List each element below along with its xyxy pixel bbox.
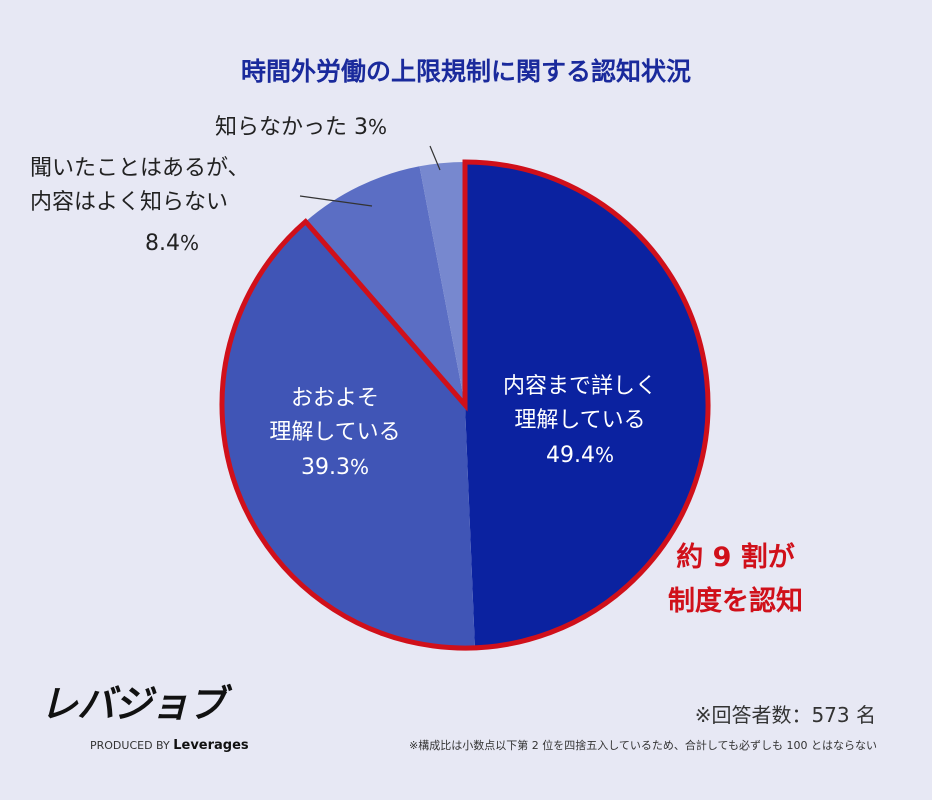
slice-label-0: 内容まで詳しく 理解している 49.4% — [475, 370, 685, 472]
pie-slice-2 — [305, 166, 465, 405]
callout-line: 約 9 割が — [676, 542, 795, 573]
label-line: 内容はよく知らない — [30, 190, 229, 215]
logo: レバジョブ — [40, 682, 226, 726]
respondents: ※回答者数：573 名 — [694, 703, 876, 727]
slice-value-1: 39.3 — [301, 455, 350, 480]
label-line: 内容まで詳しく — [502, 374, 657, 399]
slice-value-3: 3 — [354, 115, 369, 140]
pie-slice-3 — [419, 162, 465, 405]
label-line: 聞いたことはあるが、 — [30, 156, 250, 181]
footnote: ※構成比は小数点以下第 2 位を四捨五入しているため、合計しても必ずしも 100… — [409, 739, 877, 752]
produced-by: PRODUCED BY Leverages — [90, 738, 249, 754]
highlight-callout: 約 9 割が 制度を認知 — [668, 536, 803, 624]
pie-slice-0 — [465, 162, 708, 648]
leader-line-3 — [429, 145, 441, 171]
label-line: 理解している — [269, 420, 401, 445]
callout-line: 制度を認知 — [668, 586, 803, 617]
brand-name: Leverages — [173, 738, 249, 753]
produced-text: PRODUCED BY — [90, 739, 170, 752]
slice-label-1: おおよそ 理解している 39.3% — [245, 382, 425, 484]
label-line: 知らなかった — [215, 115, 348, 140]
unit: % — [368, 115, 388, 139]
slice-value-0: 49.4 — [546, 443, 595, 468]
leader-line-2 — [299, 195, 373, 207]
unit: % — [594, 443, 614, 467]
slice-value-2: 8.4 — [145, 231, 180, 256]
chart-title: 時間外労働の上限規制に関する認知状況 — [240, 57, 691, 86]
unit: % — [180, 231, 200, 255]
label-line: 理解している — [514, 408, 646, 433]
pie-slice-1 — [221, 221, 475, 649]
slice-label-3: 知らなかった 3% — [215, 110, 475, 144]
highlight-outline — [219, 159, 711, 651]
slice-label-2: 聞いたことはあるが、 内容はよく知らない 8.4% — [20, 152, 290, 260]
label-line: おおよそ — [290, 386, 379, 411]
unit: % — [349, 455, 369, 479]
